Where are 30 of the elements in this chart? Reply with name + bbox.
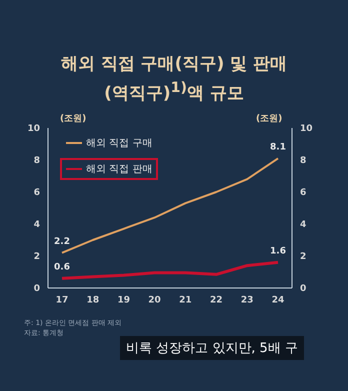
chart-title: 해외 직접 구매(직구) 및 판매(역직구)$^{1)}$액 규모 — [60, 53, 288, 106]
x-tick-label: 22 — [210, 295, 223, 306]
y-tick-label: 0 — [34, 284, 40, 294]
y2-tick-label: 4 — [300, 220, 306, 230]
y-tick-label: 8 — [34, 156, 40, 166]
y2-axis-title: (조원) — [256, 113, 282, 125]
y-tick-label: 2 — [34, 252, 40, 262]
x-tick-label: 17 — [56, 295, 68, 306]
x-tick-label: 18 — [86, 295, 100, 306]
x-tick-label: 20 — [148, 295, 161, 306]
x-tick-label: 24 — [272, 295, 284, 306]
x-tick-label: 21 — [179, 295, 192, 306]
data-label: 0.6 — [54, 262, 70, 272]
y2-tick-label: 10 — [300, 124, 313, 134]
data-label: 2.2 — [54, 236, 70, 247]
y-tick-label: 4 — [34, 220, 40, 230]
data-label: 8.1 — [270, 142, 286, 152]
legend-label: 해외 직접 구매 — [86, 137, 152, 150]
y2-tick-label: 8 — [300, 156, 306, 166]
legend-label: 해외 직접 판매 — [86, 163, 152, 176]
y2-tick-label: 0 — [300, 284, 306, 294]
x-tick-label: 19 — [117, 295, 130, 306]
y2-tick-label: 6 — [300, 188, 306, 198]
x-tick-label: 23 — [240, 295, 254, 306]
text: 비록 성장하고 있지만, 5배 구 — [120, 336, 304, 360]
y-tick-label: 10 — [27, 124, 40, 134]
data-label: 1.6 — [270, 246, 286, 256]
y2-tick-label: 2 — [300, 252, 306, 262]
y-axis-title: (조원) — [60, 113, 86, 125]
y-tick-label: 6 — [34, 188, 40, 198]
